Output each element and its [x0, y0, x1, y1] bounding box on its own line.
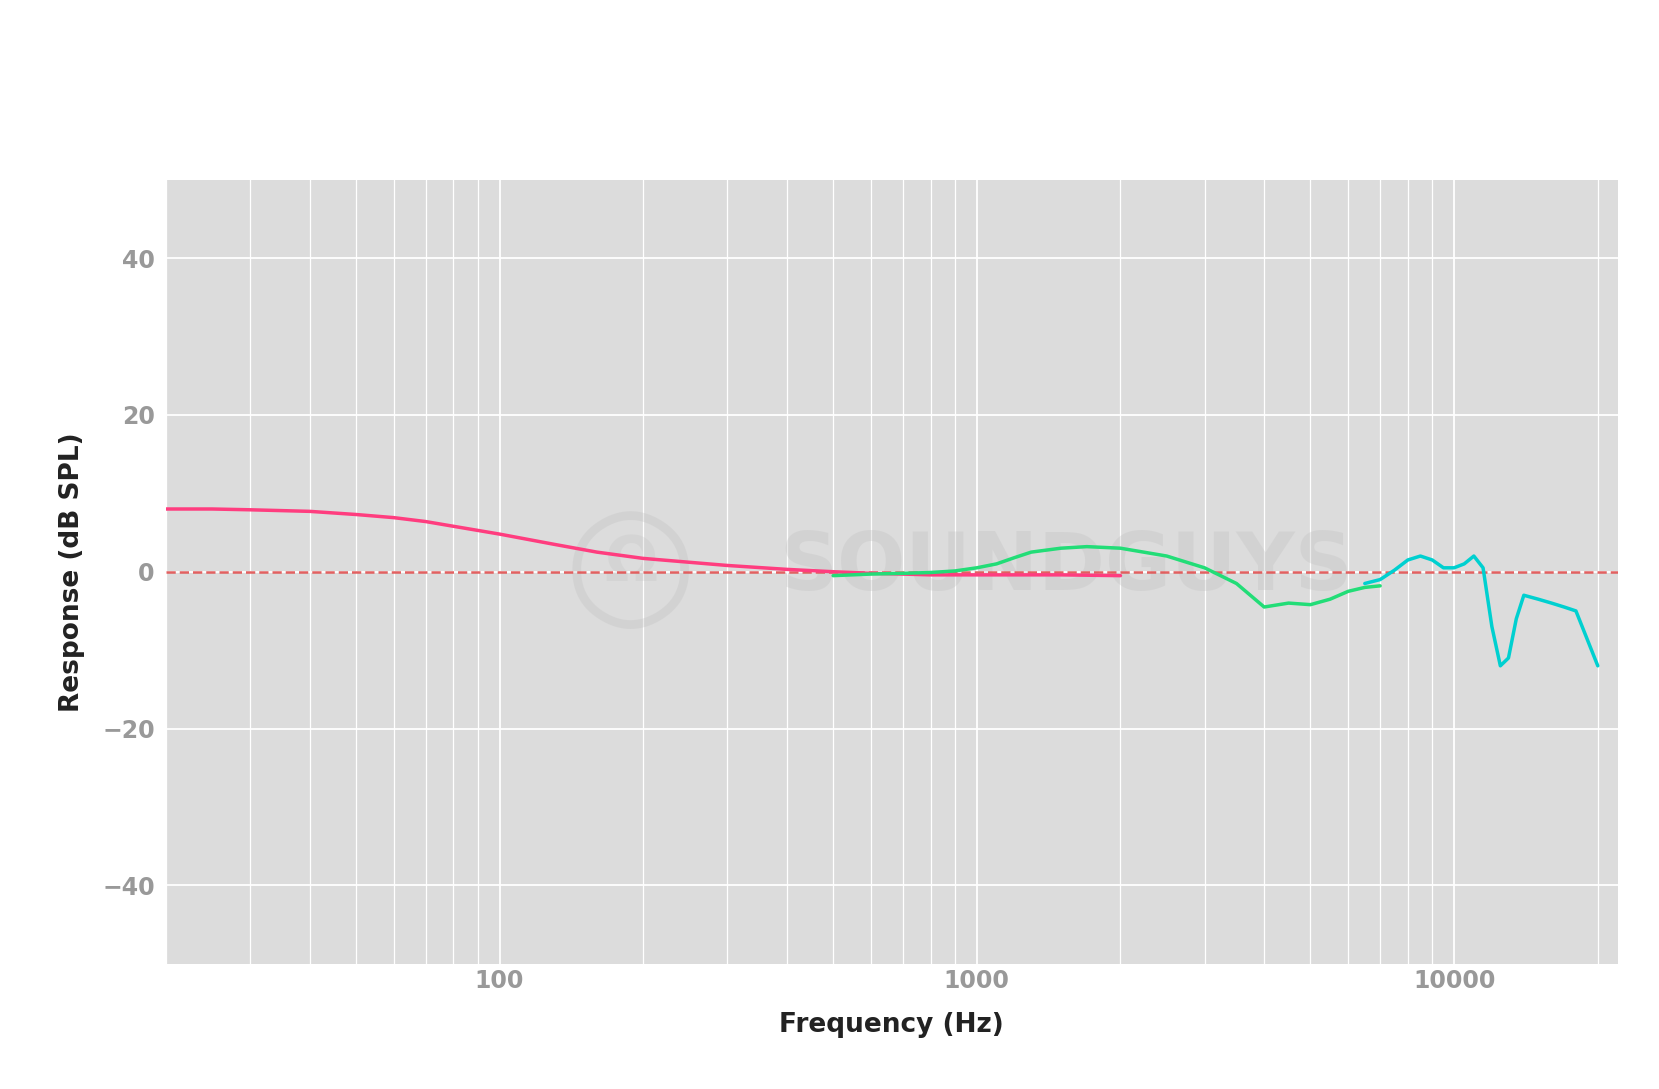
X-axis label: Frequency (Hz): Frequency (Hz): [780, 1012, 1004, 1038]
Text: Ω: Ω: [604, 534, 657, 594]
Text: FiiO FH5 (bass) Frequency Response: FiiO FH5 (bass) Frequency Response: [372, 45, 1287, 88]
Text: ○: ○: [564, 493, 697, 643]
Text: SOUNDGUYS: SOUNDGUYS: [780, 529, 1352, 607]
Y-axis label: Response (dB SPL): Response (dB SPL): [60, 432, 86, 711]
